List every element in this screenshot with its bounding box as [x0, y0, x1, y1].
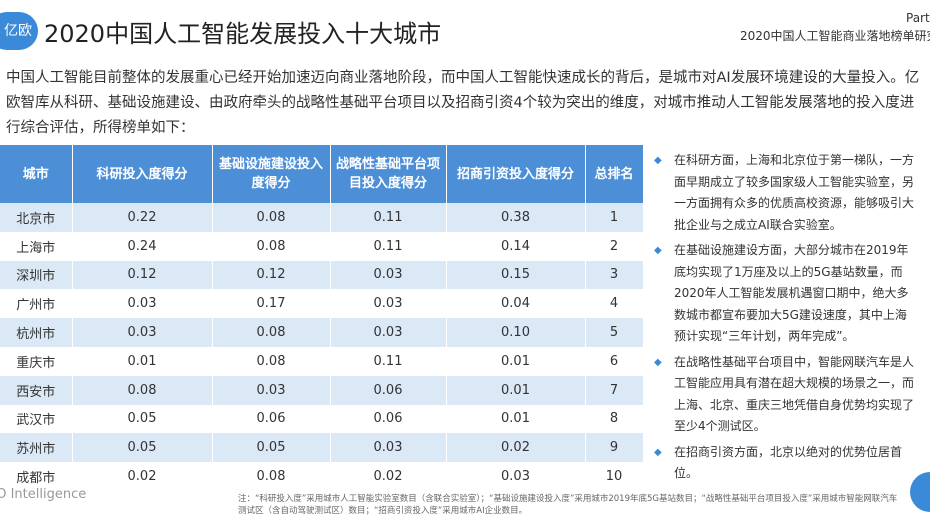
table-row: 杭州市 0.03 0.08 0.03 0.10 5 — [0, 318, 644, 347]
table-cell: 0.01 — [446, 346, 586, 376]
table-cell: 0.10 — [446, 318, 586, 347]
column-header: 城市 — [0, 145, 73, 203]
table-cell: 0.17 — [212, 289, 331, 319]
intro: 中国人工智能目前整体的发展重心已经开始加速迈向商业落地阶段，而中国人工智能快速成… — [6, 70, 920, 136]
table-cell: 0.01 — [446, 404, 586, 434]
table-cell: 重庆市 — [0, 346, 73, 376]
table-row: 深圳市 0.12 0.12 0.03 0.15 3 — [0, 260, 644, 290]
table-cell: 0.03 — [72, 318, 213, 347]
table-cell: 0.12 — [212, 260, 331, 290]
table-cell: 0.03 — [330, 433, 447, 463]
table-cell: 6 — [585, 346, 644, 376]
report-title: 2020中国人工智能商业落地榜单研究 — [740, 29, 930, 43]
table-cell: 深圳市 — [0, 260, 73, 290]
table-cell: 0.02 — [446, 433, 586, 463]
table-cell: 0.15 — [446, 260, 586, 290]
table-cell: 0.01 — [446, 375, 586, 405]
table-row: 上海市 0.24 0.08 0.11 0.14 2 — [0, 231, 644, 261]
table-cell: 0.03 — [446, 462, 586, 491]
table-cell: 0.05 — [72, 433, 213, 463]
table-cell: 苏州市 — [0, 433, 73, 463]
table-cell: 广州市 — [0, 289, 73, 319]
column-header: 总排名 — [585, 145, 644, 203]
table-cell: 0.08 — [212, 203, 331, 232]
table-cell: 西安市 — [0, 375, 73, 405]
table-row: 成都市 0.02 0.08 0.02 0.03 10 — [0, 462, 644, 491]
table-cell: 0.08 — [212, 346, 331, 376]
table-cell: 0.06 — [330, 404, 447, 434]
bullet: 在招商引资方面，北京以绝对的优势位居首位。 — [654, 442, 916, 485]
table-cell: 上海市 — [0, 231, 73, 261]
table-cell: 5 — [585, 318, 644, 347]
table-cell: 0.02 — [330, 462, 447, 491]
table-cell: 3 — [585, 260, 644, 290]
table-cell: 0.12 — [72, 260, 213, 290]
bullet: 在科研方面，上海和北京位于第一梯队，一方面早期成立了较多国家级人工智能实验室，另… — [654, 150, 916, 236]
table-cell: 杭州市 — [0, 318, 73, 347]
table-cell: 0.08 — [212, 462, 331, 491]
column-header: 战略性基础平台项目投入度得分 — [330, 145, 447, 203]
table-cell: 0.24 — [72, 231, 213, 261]
table-cell: 0.22 — [72, 203, 213, 232]
table-row: 武汉市 0.05 0.06 0.06 0.01 8 — [0, 404, 644, 434]
table-cell: 0.04 — [446, 289, 586, 319]
table-row: 苏州市 0.05 0.05 0.03 0.02 9 — [0, 433, 644, 463]
table-cell: 0.03 — [330, 260, 447, 290]
column-header: 招商引资投入度得分 — [446, 145, 586, 203]
table-cell: 0.08 — [72, 375, 213, 405]
table-row: 重庆市 0.01 0.08 0.11 0.01 6 — [0, 346, 644, 376]
table-cell: 1 — [585, 203, 644, 232]
table-cell: 0.38 — [446, 203, 586, 232]
table-cell: 4 — [585, 289, 644, 319]
table-cell: 9 — [585, 433, 644, 463]
table-cell: 0.03 — [330, 289, 447, 319]
column-header: 基础设施建设投入度得分 — [212, 145, 331, 203]
bullet-list: 在科研方面，上海和北京位于第一梯队，一方面早期成立了较多国家级人工智能实验室，另… — [654, 150, 916, 489]
table-row: 广州市 0.03 0.17 0.03 0.04 4 — [0, 289, 644, 319]
table-cell: 0.03 — [330, 318, 447, 347]
table-cell: 0.02 — [72, 462, 213, 491]
title: 2020中国人工智能发展投入十大城市 — [44, 20, 442, 48]
table-cell: 北京市 — [0, 203, 73, 232]
bullet: 在战略性基础平台项目中，智能网联汽车是人工智能应用具有潜在超大规模的场景之一，而… — [654, 352, 916, 438]
column-header: 科研投入度得分 — [72, 145, 213, 203]
table-cell: 0.08 — [212, 231, 331, 261]
table-row: 西安市 0.08 0.03 0.06 0.01 7 — [0, 375, 644, 405]
table-cell: 成都市 — [0, 462, 73, 491]
table-cell: 0.11 — [330, 346, 447, 376]
table-cell: 0.06 — [330, 375, 447, 405]
table-cell: 0.03 — [72, 289, 213, 319]
table-cell: 8 — [585, 404, 644, 434]
table-cell: 0.08 — [212, 318, 331, 347]
bullet: 在基础设施建设方面，大部分城市在2019年底均实现了1万座及以上的5G基站数量，… — [654, 240, 916, 348]
table-cell: 0.05 — [212, 433, 331, 463]
logo: 亿欧 — [0, 12, 38, 50]
table-cell: 7 — [585, 375, 644, 405]
table-cell: 0.11 — [330, 231, 447, 261]
table-cell: 0.11 — [330, 203, 447, 232]
table-cell: 10 — [585, 462, 644, 491]
ranking-table: 城市 科研投入度得分 基础设施建设投入度得分 战略性基础平台项目投入度得分 招商引资投入… — [0, 145, 644, 491]
table-cell: 武汉市 — [0, 404, 73, 434]
table-cell: 0.14 — [446, 231, 586, 261]
page-badge — [910, 472, 930, 512]
table-row: 北京市 0.22 0.08 0.11 0.38 1 — [0, 203, 644, 232]
part-label: Part — [906, 11, 930, 25]
table-cell: 0.03 — [212, 375, 331, 405]
table-cell: 0.05 — [72, 404, 213, 434]
brand: EO Intelligence — [0, 487, 87, 502]
table-cell: 0.06 — [212, 404, 331, 434]
table-cell: 0.01 — [72, 346, 213, 376]
table-cell: 2 — [585, 231, 644, 261]
footnote: 注：“科研投入度”采用城市人工智能实验室数目（含联合实验室）；“基础设施建设投入… — [238, 494, 898, 516]
